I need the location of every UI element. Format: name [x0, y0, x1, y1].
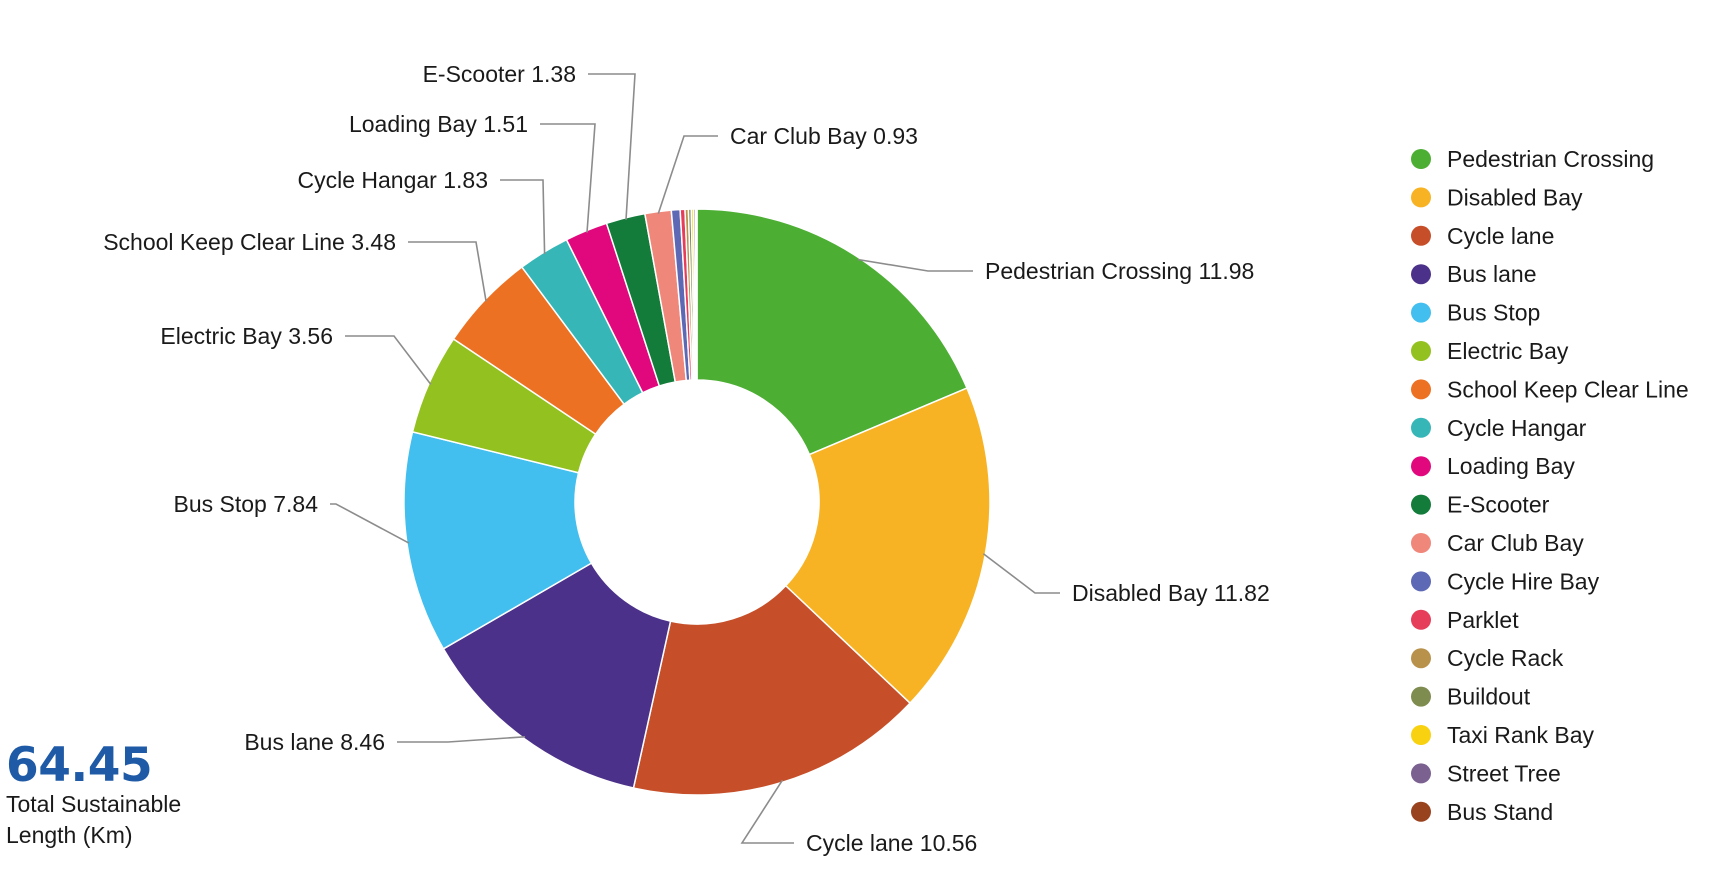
legend-item-loading-bay: Loading Bay: [1411, 453, 1575, 479]
slice-bus-stand: [694, 208, 698, 381]
legend-label-school-keep-clear-line: School Keep Clear Line: [1447, 376, 1689, 402]
legend-swatch-cycle-lane: [1411, 225, 1431, 246]
callout-line-loading-bay: [540, 123, 596, 233]
data-label-electric-bay: Electric Bay 3.56: [160, 323, 333, 349]
data-label-car-club-bay: Car Club Bay 0.93: [730, 123, 918, 149]
legend-swatch-e-scooter: [1411, 494, 1431, 515]
legend-label-cycle-rack: Cycle Rack: [1447, 645, 1564, 671]
legend-item-car-club-bay: Car Club Bay: [1411, 530, 1584, 556]
legend-label-bus-stop: Bus Stop: [1447, 300, 1540, 326]
legend-item-e-scooter: E-Scooter: [1411, 492, 1550, 518]
legend-item-bus-stop: Bus Stop: [1411, 300, 1540, 326]
legend-label-bus-stand: Bus Stand: [1447, 799, 1553, 825]
legend-swatch-disabled-bay: [1411, 187, 1431, 208]
legend-item-cycle-hire-bay: Cycle Hire Bay: [1411, 568, 1600, 594]
legend-label-pedestrian-crossing: Pedestrian Crossing: [1447, 146, 1654, 172]
legend-item-school-keep-clear-line: School Keep Clear Line: [1411, 376, 1689, 402]
callout-line-e-scooter: [588, 73, 636, 220]
legend-label-parklet: Parklet: [1447, 607, 1519, 633]
legend-label-buildout: Buildout: [1447, 684, 1531, 710]
callout-line-disabled-bay: [982, 553, 1060, 594]
donut-slices: [403, 208, 991, 796]
legend-item-cycle-lane: Cycle lane: [1411, 223, 1554, 249]
legend-label-taxi-rank-bay: Taxi Rank Bay: [1447, 722, 1595, 748]
slice-callouts: Pedestrian Crossing 11.98 Disabled Bay 11…: [103, 61, 1270, 856]
total-summary: 64.45 Total Sustainable Length (Km): [6, 742, 181, 851]
legend-label-cycle-hangar: Cycle Hangar: [1447, 415, 1587, 441]
legend-item-buildout: Buildout: [1411, 684, 1531, 710]
legend-item-cycle-hangar: Cycle Hangar: [1411, 415, 1587, 441]
legend-label-bus-lane: Bus lane: [1447, 261, 1537, 287]
data-label-disabled-bay: Disabled Bay 11.82: [1072, 580, 1270, 606]
data-label-bus-stop: Bus Stop 7.84: [174, 491, 319, 517]
legend-swatch-parklet: [1411, 609, 1431, 630]
callout-line-pedestrian-crossing: [857, 258, 973, 272]
legend-swatch-electric-bay: [1411, 341, 1431, 361]
total-label-line-2: Length (Km): [6, 822, 133, 848]
legend-swatch-loading-bay: [1411, 456, 1431, 477]
callout-line-school-keep-clear-line: [408, 241, 487, 302]
legend-swatch-car-club-bay: [1411, 533, 1431, 553]
data-label-cycle-lane: Cycle lane 10.56: [806, 830, 977, 856]
slice-pedestrian-crossing: [696, 208, 968, 456]
callout-line-cycle-hangar: [500, 179, 546, 255]
legend-swatch-bus-lane: [1411, 264, 1431, 285]
data-label-e-scooter: E-Scooter 1.38: [423, 61, 576, 87]
legend-label-electric-bay: Electric Bay: [1447, 338, 1569, 364]
legend-label-e-scooter: E-Scooter: [1447, 492, 1550, 518]
legend-item-street-tree: Street Tree: [1411, 760, 1561, 786]
legend-label-cycle-hire-bay: Cycle Hire Bay: [1447, 568, 1600, 594]
legend-label-disabled-bay: Disabled Bay: [1447, 184, 1583, 210]
legend-swatch-cycle-rack: [1411, 648, 1431, 669]
legend-swatch-buildout: [1411, 686, 1431, 707]
data-label-pedestrian-crossing: Pedestrian Crossing 11.98: [985, 258, 1254, 284]
legend-item-bus-stand: Bus Stand: [1411, 799, 1553, 825]
legend-item-bus-lane: Bus lane: [1411, 261, 1537, 287]
legend-swatch-cycle-hangar: [1411, 417, 1431, 438]
legend-label-cycle-lane: Cycle lane: [1447, 223, 1554, 249]
data-label-loading-bay: Loading Bay 1.51: [349, 111, 528, 137]
legend-swatch-taxi-rank-bay: [1411, 725, 1431, 745]
legend-label-street-tree: Street Tree: [1447, 760, 1561, 786]
slice-disabled-bay: [784, 387, 991, 705]
callout-line-bus-lane: [397, 736, 526, 743]
data-label-bus-lane: Bus lane 8.46: [244, 729, 385, 755]
legend-item-disabled-bay: Disabled Bay: [1411, 184, 1583, 210]
data-label-cycle-hangar: Cycle Hangar 1.83: [298, 167, 489, 193]
legend-swatch-pedestrian-crossing: [1411, 149, 1431, 169]
total-value: 64.45: [6, 738, 153, 793]
legend-item-electric-bay: Electric Bay: [1411, 338, 1569, 364]
callout-line-bus-stop: [330, 503, 410, 544]
legend-swatch-cycle-hire-bay: [1411, 571, 1431, 592]
slice-bus-lane: [442, 562, 672, 789]
legend-label-car-club-bay: Car Club Bay: [1447, 530, 1584, 556]
legend-item-taxi-rank-bay: Taxi Rank Bay: [1411, 722, 1595, 748]
callout-line-electric-bay: [345, 335, 432, 385]
callout-line-car-club-bay: [657, 135, 718, 214]
legend-item-parklet: Parklet: [1411, 607, 1519, 633]
legend-label-loading-bay: Loading Bay: [1447, 453, 1575, 479]
legend: Pedestrian Crossing Disabled Bay Cycle lan…: [1411, 146, 1689, 825]
slice-cycle-lane: [632, 584, 912, 796]
legend-swatch-bus-stop: [1411, 302, 1431, 323]
legend-item-pedestrian-crossing: Pedestrian Crossing: [1411, 146, 1654, 172]
legend-swatch-bus-stand: [1411, 801, 1431, 822]
legend-swatch-street-tree: [1411, 763, 1431, 784]
data-label-school-keep-clear-line: School Keep Clear Line 3.48: [103, 229, 396, 255]
legend-swatch-school-keep-clear-line: [1411, 379, 1431, 400]
total-label-line-1: Total Sustainable: [6, 791, 182, 817]
callout-line-cycle-lane: [740, 779, 794, 844]
slice-bus-stop: [403, 430, 593, 650]
legend-item-cycle-rack: Cycle Rack: [1411, 645, 1564, 671]
